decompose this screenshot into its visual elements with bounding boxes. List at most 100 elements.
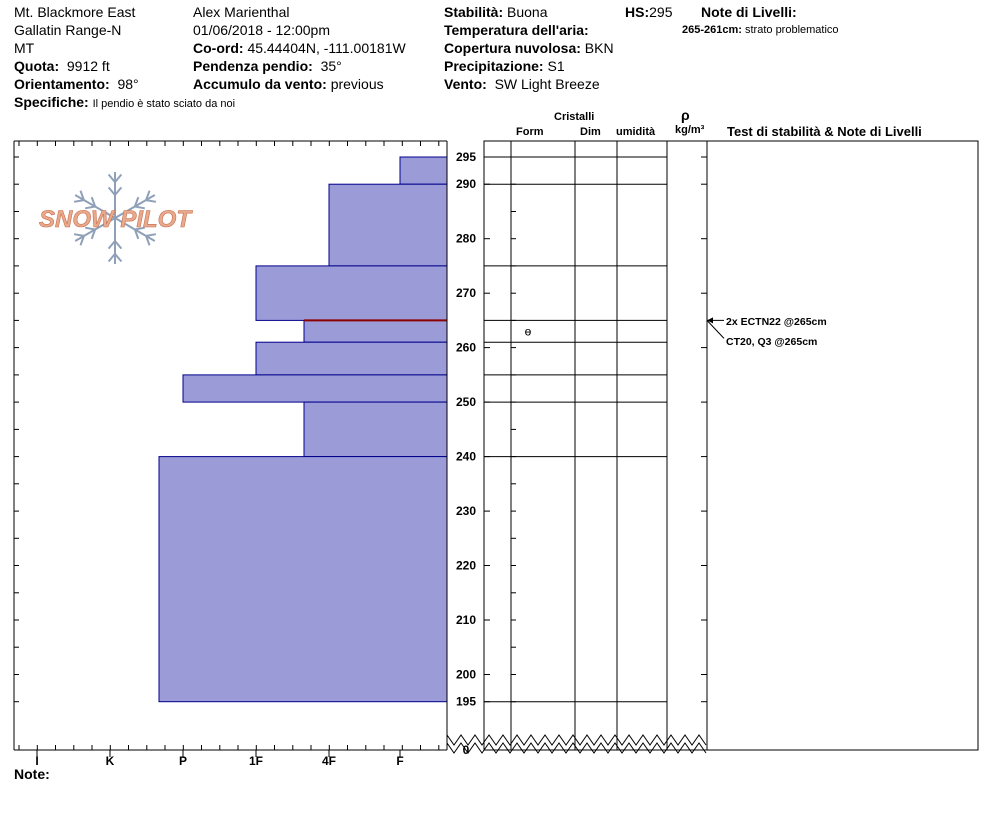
snowflake-branch (90, 229, 97, 240)
wind-row: Vento: SW Light Breeze (444, 76, 600, 92)
snowflake-branch (73, 233, 85, 237)
stability-value: Buona (507, 4, 548, 20)
snowflake-branch (114, 173, 123, 183)
snowflake-branch (85, 226, 96, 231)
hardness-layer-bar (303, 401, 448, 458)
hardness-axis: I K P 1F 4F F (14, 141, 440, 768)
form-header: Form (516, 126, 544, 138)
hardness-layer-bar (158, 456, 448, 703)
height-tick-label: 260 (456, 341, 476, 355)
hardness-layer-bar (182, 374, 448, 403)
snowflake-branch (73, 199, 85, 203)
density-unit-header: kg/m³ (675, 124, 705, 136)
height-tick-label: 250 (456, 395, 476, 409)
height-tick-label: 200 (456, 668, 476, 682)
snowflake-branch (90, 196, 97, 207)
snowflake-branch (107, 253, 116, 263)
crystal-table-frame (483, 140, 979, 751)
hardness-layer-bar (255, 265, 448, 321)
observer-name: Alex Marienthal (193, 4, 290, 20)
ct-arrow-line (706, 320, 725, 339)
mountain-range: Gallatin Range-N (14, 22, 122, 38)
notes-label: Note: (14, 766, 50, 782)
hardness-tick-label: P (179, 754, 187, 768)
grain-form-symbol: ɵ (525, 324, 532, 338)
height-tick-label: 295 (456, 150, 476, 164)
snowflake-branch (85, 205, 96, 210)
ectn-test-note: 2x ECTN22 @265cm (726, 316, 827, 328)
height-tick-label: 240 (456, 450, 476, 464)
hs-row: HS:295 (625, 4, 672, 20)
precip-value: S1 (547, 58, 565, 74)
snowflake-branch (145, 199, 157, 203)
ct-test-note: CT20, Q3 @265cm (726, 336, 817, 348)
hardness-tick-label: 4F (322, 754, 336, 768)
ectn-arrow-head (707, 317, 713, 324)
hardness-tick-label: I (35, 754, 38, 768)
hardness-layers (158, 156, 448, 703)
layer-note-text: strato problematico (745, 24, 839, 36)
hardness-tick-label: 1F (249, 754, 263, 768)
snowflake-branch (79, 190, 85, 201)
depth-break-zigzag (446, 733, 707, 746)
wind-value: SW Light Breeze (494, 76, 600, 92)
height-axis: 0 195 200 210 220 230 240 250 260 270 280 290 295 (456, 150, 707, 757)
snowflake-icon (73, 172, 157, 264)
aspect-value: 98° (117, 76, 139, 92)
specifics-row: Specifiche: Il pendio è stato sciato da … (14, 94, 235, 111)
layer-notes-label: Note di Livelli: (701, 4, 797, 20)
height-tick-label: 0 (463, 743, 470, 757)
height-tick-label: 280 (456, 232, 476, 246)
wind-label: Vento: (444, 76, 487, 92)
coord-row: Co-ord: 45.44404N, -111.00181W (193, 40, 406, 56)
hardness-layer-bar (255, 341, 448, 376)
snowflake-branch (114, 253, 123, 263)
hs-label: HS: (625, 4, 650, 20)
snowflake-branch (134, 226, 145, 231)
logo-text: SNOW PILOT (39, 206, 193, 233)
snowflake-branch (79, 235, 85, 246)
coord-label: Co-ord: (193, 40, 244, 56)
test-markers (706, 317, 725, 339)
layer-note: 265-261cm: strato problematico (682, 24, 839, 37)
precip-row: Precipitazione: S1 (444, 58, 565, 74)
slope-label: Pendenza pendio: (193, 58, 313, 74)
elevation-value: 9912 ft (66, 58, 110, 74)
snowflake-branch (133, 229, 140, 240)
height-tick-label: 230 (456, 504, 476, 518)
elevation-label: Quota: (14, 58, 60, 74)
specifics-label: Specifiche: (14, 94, 89, 110)
height-tick-label: 195 (456, 695, 476, 709)
height-tick-label: 290 (456, 177, 476, 191)
hardness-layer-bar (303, 319, 448, 343)
height-tick-label: 270 (456, 286, 476, 300)
sky-row: Copertura nuvolosa: BKN (444, 40, 614, 56)
aspect-row: Orientamento: 98° (14, 76, 139, 92)
elevation-row: Quota: 9912 ft (14, 58, 110, 74)
snowflake-branch (145, 235, 151, 246)
specifics-value: Il pendio è stato sciato da noi (92, 98, 236, 110)
snowflake-branch (107, 186, 116, 196)
height-tick-label: 210 (456, 613, 476, 627)
stability-label: Stabilità: (444, 4, 504, 20)
hardness-tick-label: F (396, 754, 403, 768)
hardness-layer-bar (399, 156, 448, 185)
snowflake-branch (107, 240, 116, 250)
snowflake-branch (145, 190, 151, 201)
aspect-label: Orientamento: (14, 76, 110, 92)
snowflake-branch (134, 205, 145, 210)
stability-row: Stabilità: Buona (444, 4, 548, 20)
sky-value: BKN (584, 40, 614, 56)
snowflake-branch (114, 240, 123, 250)
snowflake-branch (145, 233, 157, 237)
hardness-layer-bar (328, 183, 448, 267)
profile-frames (13, 140, 979, 754)
grain-symbols: ɵ (525, 324, 532, 338)
wind-loading-value: previous (330, 76, 384, 92)
density-symbol: ρ (681, 107, 690, 123)
moisture-header: umidità (616, 126, 656, 138)
sky-label: Copertura nuvolosa: (444, 40, 581, 56)
hs-value: 295 (649, 4, 673, 20)
snowpilot-logo: SNOW PILOT (39, 172, 194, 264)
